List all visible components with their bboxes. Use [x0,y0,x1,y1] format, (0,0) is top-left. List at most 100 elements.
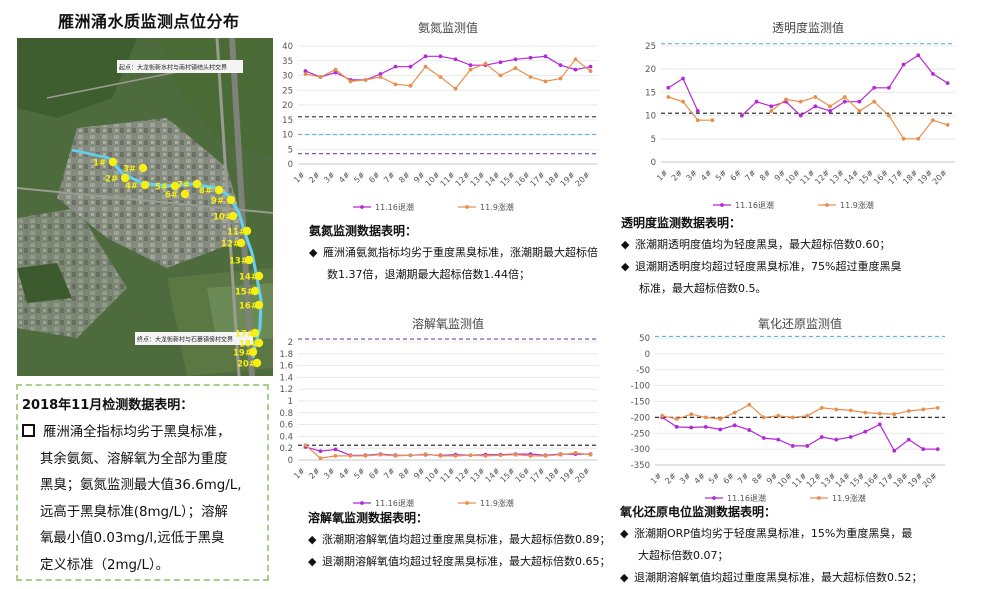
do-note: 溶解氧监测数据表明： ◆ 涨潮期溶解氧值均超过重度黑臭标准，最大超标倍数0.89；… [308,507,628,573]
chart-title: 氨氮监测值 [418,20,478,35]
data-point [363,453,368,458]
data-point [558,452,563,457]
data-point [588,69,593,73]
data-point [935,405,940,410]
map-point [254,271,264,281]
map-point [254,300,264,310]
map-point [214,185,224,195]
data-point [666,85,671,90]
x-tick-label: 7# [382,170,397,185]
x-tick-label: 19# [906,471,925,490]
chart-title: 氧化还原监测值 [758,316,842,331]
y-tick-label: 30 [282,72,293,82]
x-tick-label: 17# [877,471,896,490]
y-tick-label: 10 [645,112,656,122]
y-tick-label: 1.8 [279,350,293,360]
data-point [483,61,488,66]
data-point [857,99,862,104]
data-point [805,413,810,418]
data-point [681,76,685,81]
data-point [666,95,671,99]
x-tick-label: 14# [843,168,862,187]
data-point [528,453,533,458]
data-point [718,417,723,421]
legend-marker [360,205,364,209]
data-point [703,425,708,429]
x-tick-label: 20# [931,168,950,187]
map-point [244,255,254,265]
diamond-bullet-icon: ◆ [620,527,629,540]
data-point [674,417,679,421]
x-tick-label: 17# [887,168,906,187]
x-tick-label: 15# [848,471,867,490]
data-point [453,57,458,62]
data-point [689,412,694,417]
data-point [573,57,578,62]
map-point [254,338,264,348]
data-point [681,99,685,104]
x-tick-label: 18# [544,466,563,485]
data-point [776,437,781,442]
data-point [363,78,368,82]
legend-label: 11.9涨潮 [480,202,514,212]
legend-label: 11.9涨潮 [480,498,514,508]
data-point [790,444,795,448]
orp-note-title: 氧化还原电位监测数据表明： [620,505,777,519]
data-point [438,54,443,59]
data-point [931,118,935,123]
data-point [483,453,488,458]
x-tick-label: 5# [352,170,367,185]
data-point [842,95,847,99]
map-point [250,328,260,338]
diamond-bullet-icon: ◆ [309,246,318,259]
x-tick-label: 11# [439,170,458,189]
data-point [819,435,824,439]
legend-label: 11.16退潮 [735,200,774,210]
data-point [558,63,563,68]
x-tick-label: 12# [454,170,473,189]
map-label-end: 终点：大龙街新村与石碁镇傍村交界 [137,336,233,344]
river-line [107,157,263,359]
data-point [747,402,752,407]
data-point [303,72,308,76]
x-tick-label: 17# [529,466,548,485]
data-point [318,75,323,79]
x-tick-label: 11# [790,471,809,490]
data-point [333,447,338,452]
y-tick-label: -350 [631,461,650,471]
series-line [305,55,591,81]
data-point [747,428,752,432]
map-point [180,189,190,199]
x-tick-label: 12# [454,466,473,485]
data-point [828,104,832,109]
data-point [813,104,818,109]
map-point-label: 7# [177,181,190,191]
x-tick-label: 10# [776,471,795,490]
data-point [423,64,428,69]
data-point [468,453,473,458]
map-point [120,173,130,183]
data-point [877,422,882,427]
x-tick-label: 4# [692,471,707,486]
data-point [498,73,503,78]
series-line [662,403,938,420]
x-tick-label: 8# [397,466,412,481]
summary-box [16,384,269,581]
data-point [528,55,533,60]
series-line [305,444,591,459]
data-point [945,122,950,127]
x-tick-label: 11# [798,168,817,187]
transparency-note-title: 透明度监测数据表明： [621,216,742,230]
map-point-label: 4# [125,182,138,192]
data-point [543,79,548,84]
data-point [828,109,832,113]
x-tick-label: 18# [544,170,563,189]
dissolved-oxygen-chart: 溶解氧监测值 0 0.2 0.40.6 0.8 1 1.2 1.41.6 1.8 2 1# 2# 3# 4… [279,316,598,508]
map-point [242,226,252,236]
y-tick-label: 0 [288,456,293,466]
chart-title: 溶解氧监测值 [412,316,484,331]
x-tick-label: 10# [424,466,443,485]
data-point [528,75,533,79]
x-tick-label: 6# [729,168,744,183]
x-tick-label: 4# [337,170,352,185]
